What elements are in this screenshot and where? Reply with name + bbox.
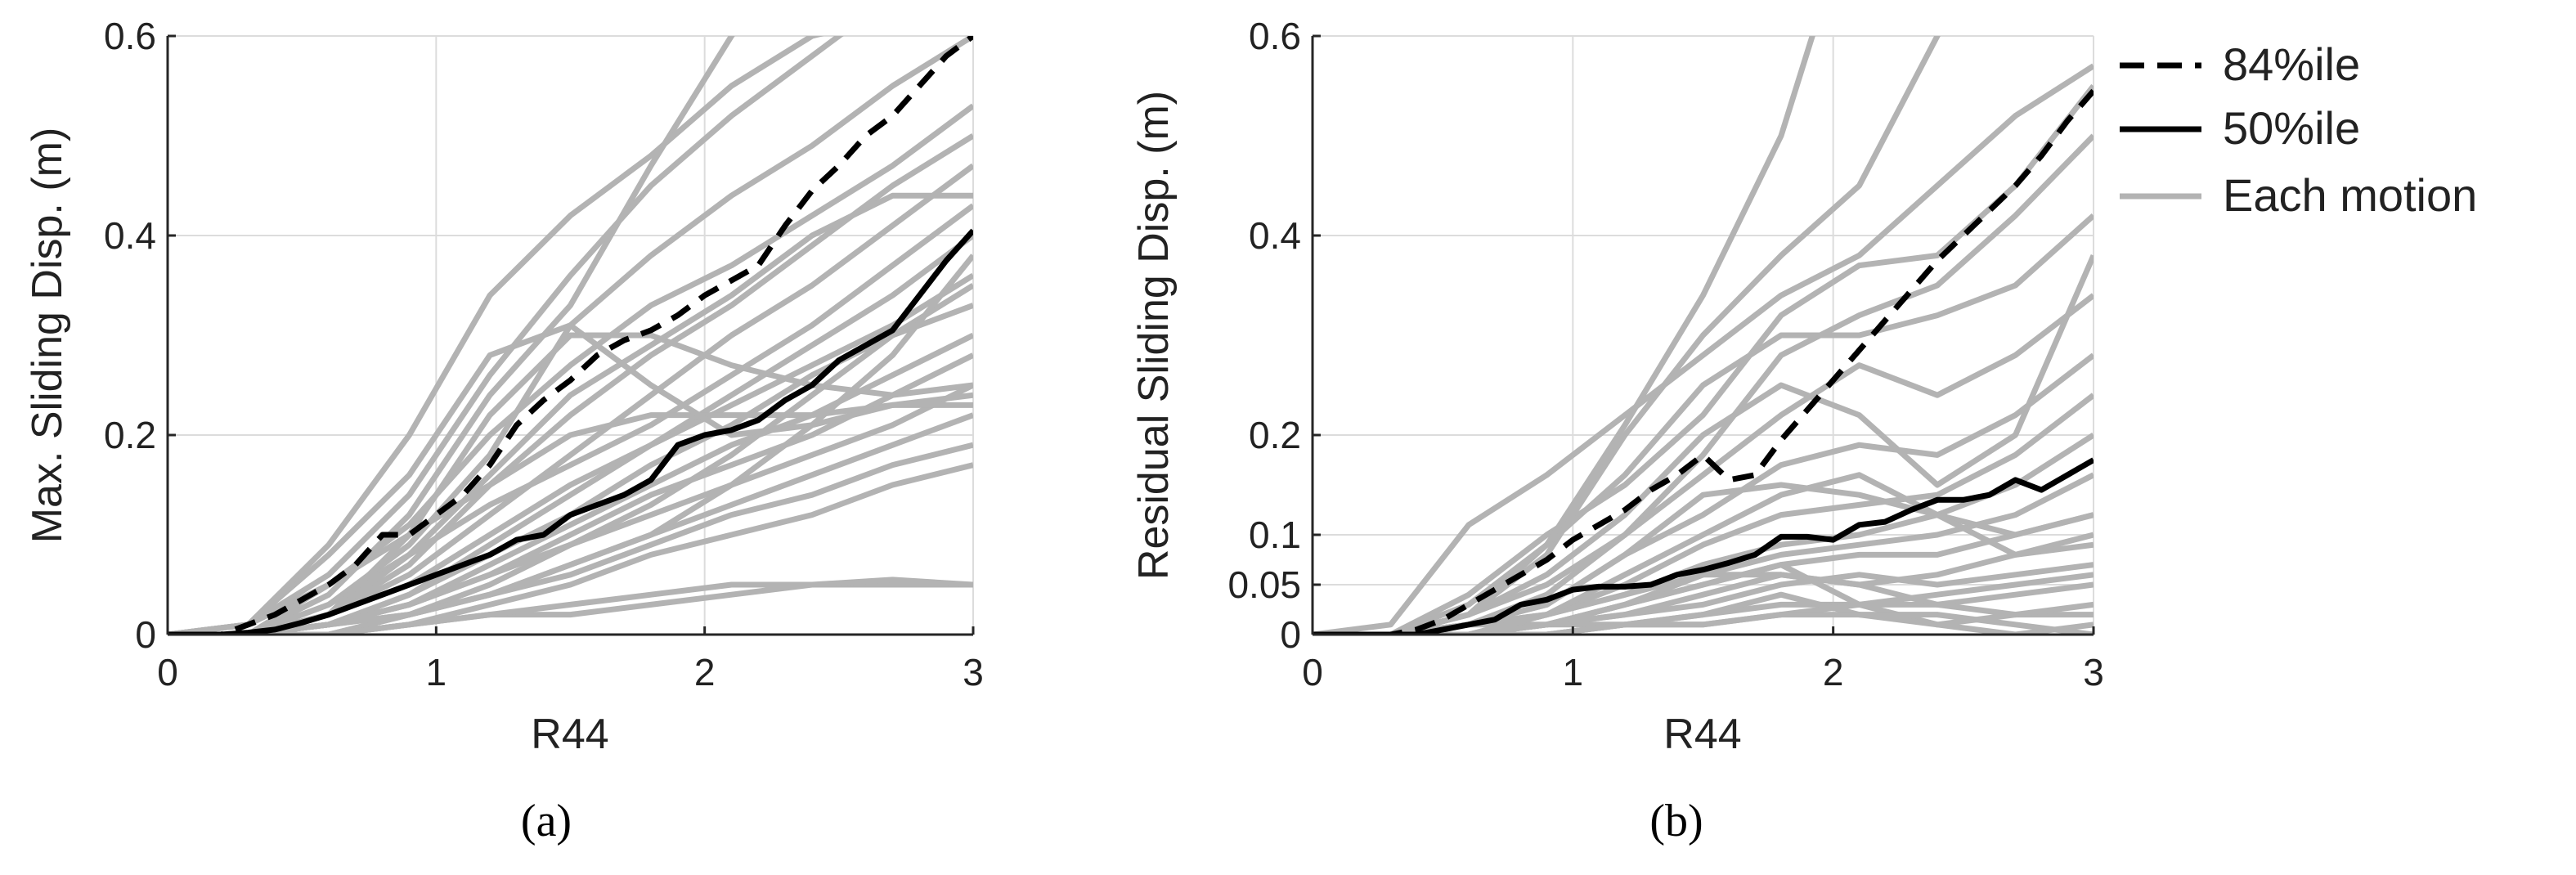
- chart-a-ytick-label: 0: [135, 613, 156, 656]
- chart-b-each-motion-line: [1313, 562, 2094, 635]
- chart-b-percentile-lines: [1313, 88, 2094, 635]
- chart-a-each-motion-line: [168, 442, 973, 635]
- legend: 84%ile 50%ile Each motion: [2120, 38, 2477, 221]
- chart-a-xtick-label: 0: [157, 651, 178, 693]
- chart-b-each-motion-line: [1313, 472, 2094, 635]
- chart-a-each-motion-line: [168, 462, 973, 635]
- chart-b-ytick-label: 0.05: [1227, 563, 1301, 606]
- chart-b-ylabel: Residual Sliding Disp. (m): [1130, 91, 1178, 580]
- chart-b-each-motion-line: [1313, 36, 1941, 635]
- chart-b-ytick-label: 0.1: [1249, 514, 1301, 556]
- chart-b-ytick-label: 0.4: [1249, 214, 1301, 257]
- chart-a-tick-labels: 0 1 2 3 0 0.2 0.4 0.6: [104, 15, 984, 693]
- chart-a-each-motion-line: [168, 577, 973, 635]
- chart-b-each-motion-line: [1313, 612, 2094, 635]
- chart-b-xlabel: R44: [1663, 711, 1741, 758]
- chart-b-each-motion-line: [1313, 591, 2094, 635]
- legend-84-label: 84%ile: [2223, 38, 2360, 90]
- chart-a-each-motion-line: [168, 36, 844, 635]
- chart-a: 0 1 2 3 0 0.2 0.4 0.6 R44 Max. Sliding Disp. (m…: [24, 15, 984, 846]
- chart-a-ylabel: Max. Sliding Disp. (m): [24, 128, 71, 544]
- chart-a-50-percentile-line: [168, 228, 973, 635]
- chart-b-84-percentile-line: [1313, 88, 2094, 635]
- chart-a-each-motion-line: [168, 36, 824, 635]
- chart-b-each-motion-lines: [1313, 36, 2094, 635]
- chart-a-each-motion-line: [168, 133, 973, 635]
- chart-b-xtick-label: 1: [1563, 651, 1584, 693]
- chart-b-caption: (b): [1649, 796, 1703, 846]
- chart-b-each-motion-line: [1313, 36, 1815, 635]
- chart-a-each-motion-line: [168, 103, 973, 635]
- chart-a-ytick-label: 0.4: [104, 214, 156, 257]
- chart-b-xtick-label: 0: [1302, 651, 1323, 693]
- legend-50-label: 50%ile: [2223, 102, 2360, 154]
- chart-b-axes: [1311, 34, 2095, 636]
- chart-a-xtick-label: 1: [426, 651, 447, 693]
- chart-b: 0 1 2 3 0 0.05 0.1 0.2 0.4 0.6 R44 Residual Slidi…: [1130, 15, 2104, 846]
- chart-b-each-motion-line: [1313, 213, 2094, 635]
- chart-a-xtick-label: 2: [694, 651, 716, 693]
- chart-a-caption: (a): [521, 796, 572, 846]
- chart-a-ytick-label: 0.2: [104, 414, 156, 456]
- legend-each-label: Each motion: [2223, 169, 2477, 221]
- chart-b-each-motion-line: [1313, 63, 2094, 635]
- chart-b-tick-labels: 0 1 2 3 0 0.05 0.1 0.2 0.4 0.6: [1227, 15, 2103, 693]
- chart-a-each-motion-lines: [168, 36, 973, 635]
- chart-a-each-motion-line: [168, 254, 973, 635]
- chart-b-ytick-label: 0: [1280, 613, 1301, 656]
- chart-a-xlabel: R44: [531, 711, 608, 758]
- chart-b-xtick-label: 3: [2083, 651, 2104, 693]
- chart-a-84-percentile-line: [168, 36, 973, 635]
- chart-a-ytick-label: 0.6: [104, 15, 156, 57]
- chart-a-axes: [166, 34, 975, 636]
- chart-a-percentile-lines: [168, 36, 973, 635]
- chart-a-xtick-label: 3: [963, 651, 984, 693]
- chart-b-xtick-label: 2: [1823, 651, 1844, 693]
- chart-a-each-motion-line: [168, 322, 973, 635]
- chart-b-each-motion-line: [1313, 433, 2094, 635]
- chart-b-50-percentile-line: [1313, 457, 2094, 635]
- chart-b-ytick-label: 0.2: [1249, 414, 1301, 456]
- chart-b-ytick-label: 0.6: [1249, 15, 1301, 57]
- chart-a-each-motion-line: [168, 203, 973, 635]
- chart-b-each-motion-line: [1313, 83, 2094, 635]
- chart-b-each-motion-line: [1313, 562, 2094, 635]
- chart-a-each-motion-line: [168, 36, 735, 635]
